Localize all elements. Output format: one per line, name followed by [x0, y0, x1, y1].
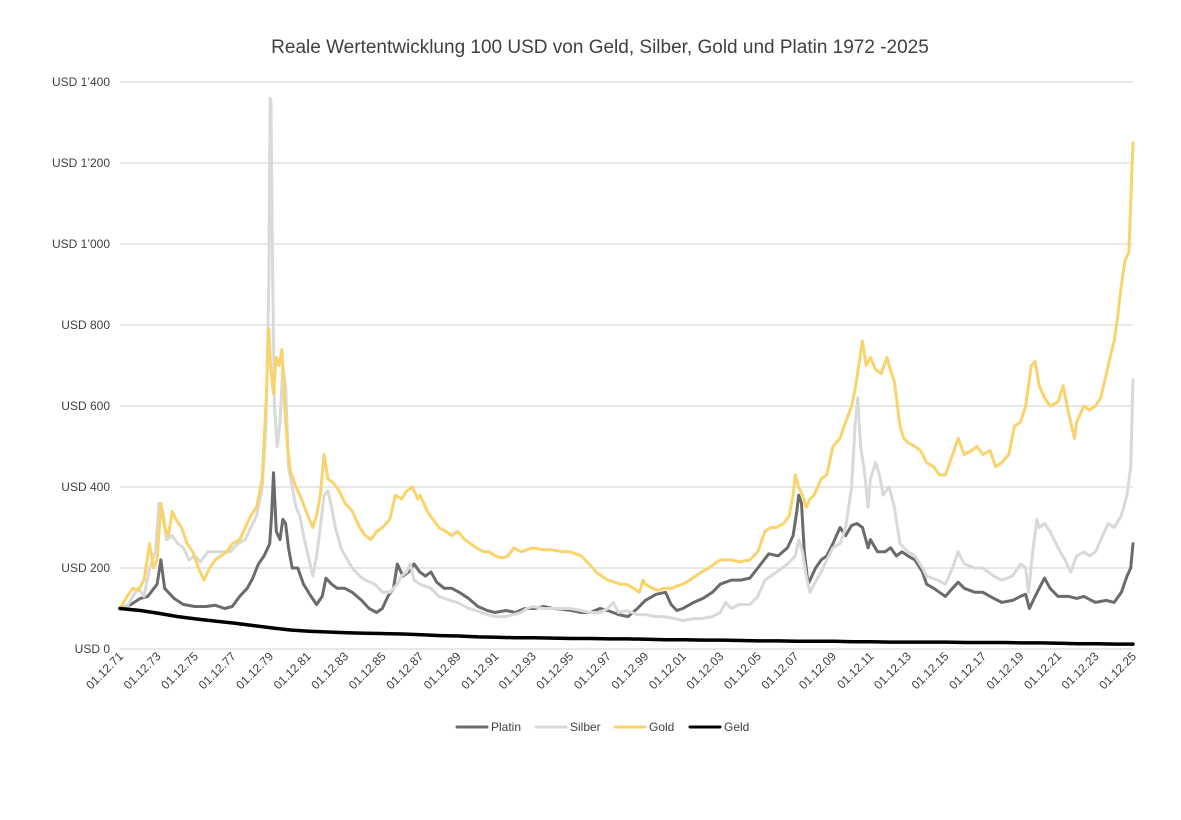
x-tick-label: 01.12.97 — [571, 649, 614, 692]
y-tick-label: USD 800 — [61, 318, 110, 332]
legend-label: Platin — [491, 720, 521, 734]
series-line-gold — [118, 141, 1135, 610]
chart-title: Reale Wertentwicklung 100 USD von Geld, … — [271, 37, 929, 58]
x-axis-tick-labels: 01.12.7101.12.7301.12.7501.12.7701.12.79… — [83, 649, 1139, 692]
legend: Platin Silber Gold Geld — [455, 720, 749, 734]
y-tick-label: USD 0 — [75, 642, 111, 656]
legend-item-silber: Silber — [534, 720, 601, 734]
y-tick-label: USD 400 — [61, 480, 110, 494]
x-tick-label: 01.12.89 — [421, 649, 464, 692]
y-tick-label: USD 1’400 — [52, 75, 110, 89]
x-tick-label: 01.12.77 — [196, 649, 239, 692]
x-tick-label: 01.12.91 — [458, 649, 501, 692]
gridlines — [120, 81, 1133, 650]
x-tick-label: 01.12.03 — [683, 649, 726, 692]
x-tick-label: 01.12.25 — [1096, 649, 1139, 692]
x-tick-label: 01.12.79 — [233, 649, 276, 692]
x-tick-label: 01.12.93 — [496, 649, 539, 692]
legend-item-geld: Geld — [688, 720, 749, 734]
x-tick-label: 01.12.13 — [871, 649, 914, 692]
x-tick-label: 01.12.75 — [158, 649, 201, 692]
x-tick-label: 01.12.15 — [909, 649, 952, 692]
x-tick-label: 01.12.99 — [608, 649, 651, 692]
x-tick-label: 01.12.85 — [346, 649, 389, 692]
series-line-platin — [118, 471, 1135, 619]
x-tick-label: 01.12.95 — [533, 649, 576, 692]
y-tick-label: USD 200 — [61, 561, 110, 575]
y-tick-label: USD 1’200 — [52, 156, 110, 170]
series-line-silber — [118, 96, 1135, 623]
legend-item-gold: Gold — [613, 720, 674, 734]
legend-item-platin: Platin — [455, 720, 521, 734]
x-tick-label: 01.12.81 — [271, 649, 314, 692]
x-tick-label: 01.12.17 — [946, 649, 989, 692]
x-tick-label: 01.12.19 — [984, 649, 1027, 692]
x-tick-label: 01.12.09 — [796, 649, 839, 692]
x-tick-label: 01.12.21 — [1021, 649, 1064, 692]
x-tick-label: 01.12.73 — [121, 649, 164, 692]
y-tick-label: USD 600 — [61, 399, 110, 413]
legend-label: Geld — [724, 720, 749, 734]
x-tick-label: 01.12.83 — [308, 649, 351, 692]
data-series — [118, 96, 1135, 646]
x-tick-label: 01.12.23 — [1059, 649, 1102, 692]
legend-label: Gold — [649, 720, 674, 734]
x-tick-label: 01.12.05 — [721, 649, 764, 692]
y-tick-label: USD 1’000 — [52, 237, 110, 251]
x-tick-label: 01.12.87 — [383, 649, 426, 692]
legend-label: Silber — [570, 720, 601, 734]
y-axis-tick-labels: USD 0 USD 200 USD 400 USD 600 USD 800 USD 1’0… — [52, 75, 110, 656]
x-tick-label: 01.12.11 — [834, 649, 877, 692]
x-tick-label: 01.12.07 — [759, 649, 802, 692]
x-tick-label: 01.12.01 — [646, 649, 689, 692]
series-line-geld — [118, 606, 1135, 646]
